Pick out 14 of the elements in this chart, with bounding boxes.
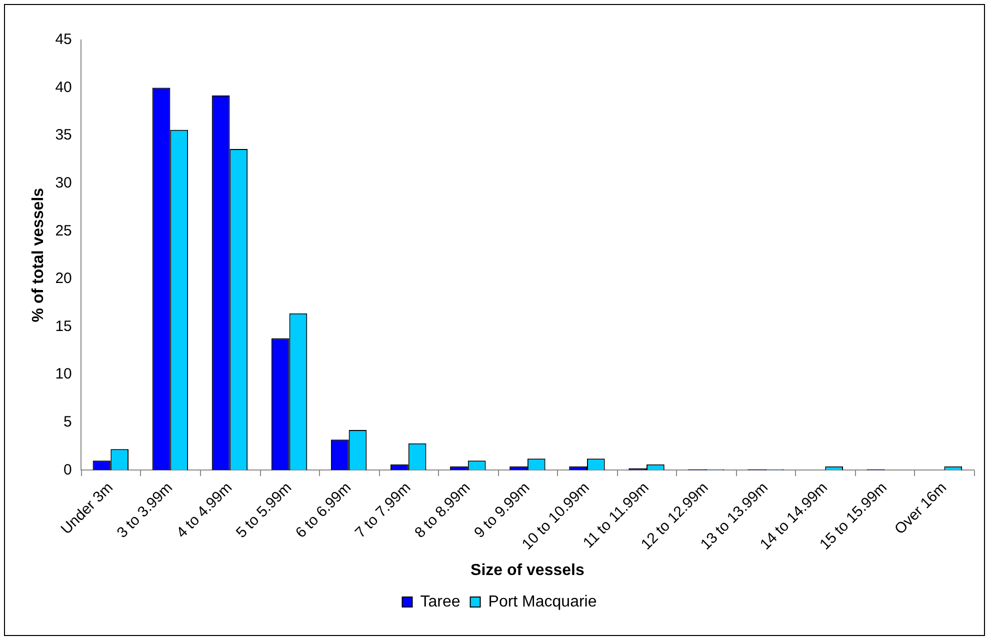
y-tick-label: 20 <box>55 270 72 288</box>
legend-label: Taree <box>420 593 460 610</box>
y-tick-label: 15 <box>55 318 72 335</box>
y-tick-label: 25 <box>55 222 72 240</box>
y-tick-label: 0 <box>64 461 72 478</box>
y-tick-label: 35 <box>55 126 72 144</box>
legend-label: Port Macquarie <box>488 593 597 610</box>
y-tick-label: 10 <box>55 366 72 383</box>
y-axis-title: % of total vessels <box>30 188 48 322</box>
y-tick-label: 30 <box>55 174 72 192</box>
y-tick-label: 5 <box>64 414 72 430</box>
y-tick-label: 45 <box>55 31 72 48</box>
x-axis-title: Size of vessels <box>470 562 584 579</box>
y-tick-label: 40 <box>55 78 72 96</box>
